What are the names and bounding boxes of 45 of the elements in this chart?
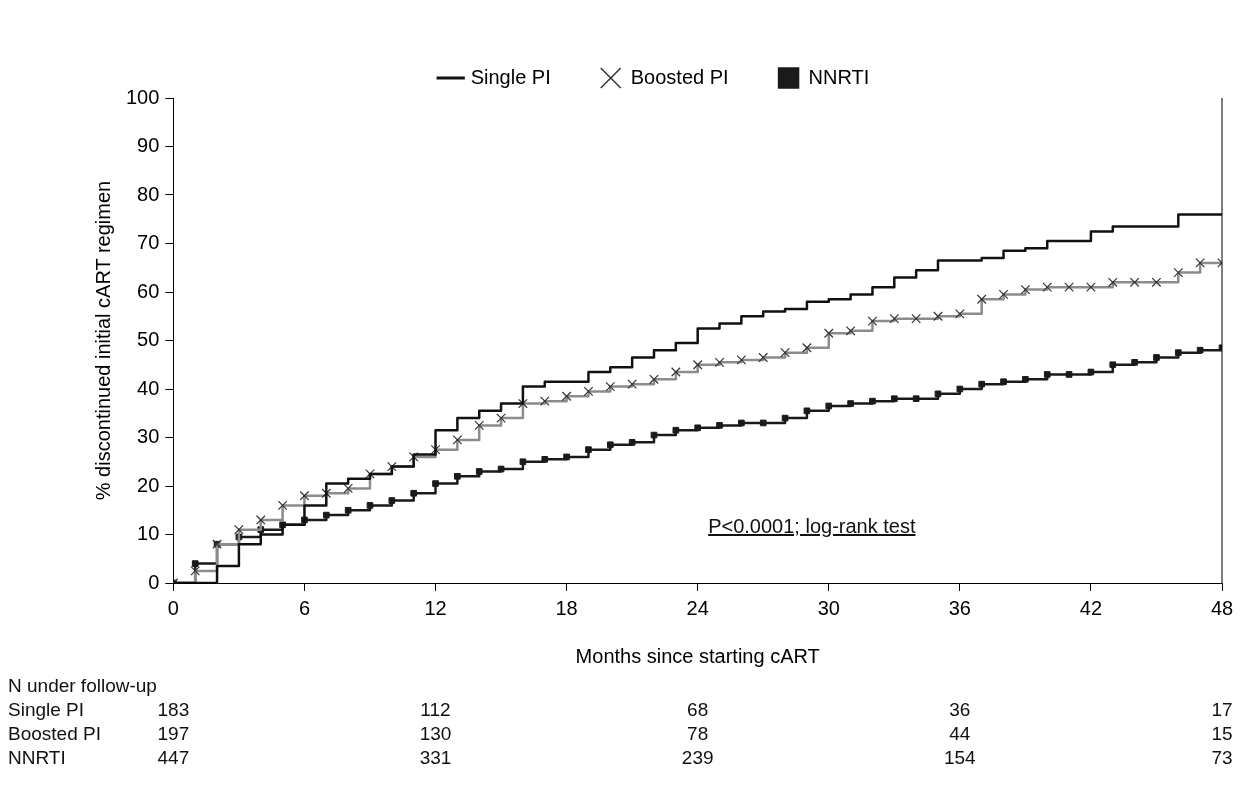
text: N under follow-up (8, 675, 157, 697)
text: 112 (420, 699, 451, 721)
y-tick-label: 20 (137, 473, 160, 496)
legend-label: NNRTI (808, 65, 870, 88)
text: NNRTI (8, 747, 66, 769)
text: 197 (157, 723, 190, 745)
y-tick-label: 10 (137, 522, 160, 545)
x-tick-label: 30 (817, 596, 840, 619)
x-tick-label: 6 (298, 596, 311, 619)
y-tick-label: 100 (125, 85, 160, 108)
y-tick-label: 0 (148, 570, 160, 593)
text: 331 (419, 747, 452, 769)
text: 447 (157, 747, 190, 769)
text: 44 (949, 723, 971, 745)
x-tick-label: 36 (948, 596, 971, 619)
legend-label: Single PI (470, 65, 551, 88)
text: 154 (943, 747, 976, 769)
text: 15 (1211, 723, 1233, 745)
x-tick-label: 42 (1079, 596, 1103, 619)
y-tick-label: 80 (137, 182, 160, 205)
x-axis-title: Months since starting cART (575, 644, 820, 667)
y-tick-label: 60 (137, 279, 160, 302)
text: 183 (157, 699, 190, 721)
text: 73 (1211, 747, 1233, 769)
y-tick-label: 40 (137, 376, 160, 399)
text: 78 (687, 723, 709, 745)
legend-label: Boosted PI (630, 65, 729, 88)
text: 36 (949, 699, 971, 721)
x-tick-label: 18 (555, 596, 578, 619)
text: 130 (419, 723, 452, 745)
annotation: P<0.0001; log-rank test (708, 515, 916, 539)
y-tick-label: 90 (137, 134, 160, 157)
text: 68 (687, 699, 709, 721)
x-tick-label: 12 (424, 596, 447, 619)
text: Boosted PI (8, 723, 101, 745)
y-tick-label: 30 (137, 425, 160, 448)
text: 17 (1211, 699, 1233, 721)
y-tick-label: 50 (137, 328, 160, 351)
y-axis-title: % discontinued initial cART regimen (91, 180, 114, 501)
y-tick-label: 70 (137, 231, 160, 254)
text: Single PI (8, 699, 85, 721)
x-tick-label: 48 (1210, 596, 1234, 619)
x-tick-label: 0 (167, 596, 179, 619)
text: 239 (681, 747, 714, 769)
x-tick-label: 24 (686, 596, 709, 619)
